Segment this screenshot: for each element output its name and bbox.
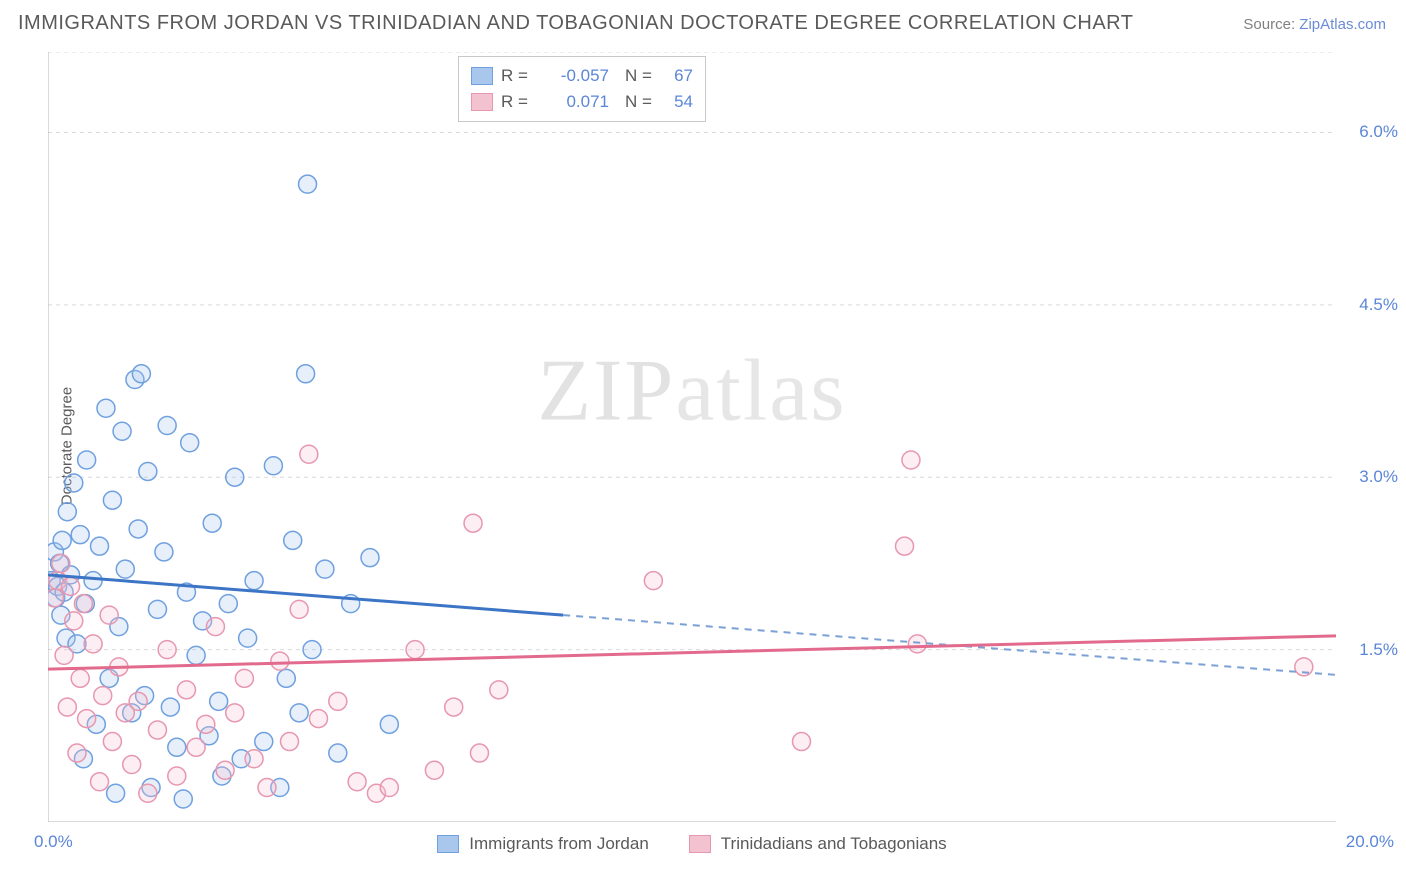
scatter-plot-svg xyxy=(48,52,1336,822)
n-label: N = xyxy=(625,66,655,86)
swatch-series-2 xyxy=(471,93,493,111)
swatch-bottom-1 xyxy=(437,835,459,853)
x-tick-right: 20.0% xyxy=(1346,832,1394,852)
legend-label-2: Trinidadians and Tobagonians xyxy=(721,834,947,854)
source-prefix: Source: xyxy=(1243,16,1299,33)
legend-item-2: Trinidadians and Tobagonians xyxy=(689,834,947,854)
y-tick-label: 4.5% xyxy=(1359,295,1398,315)
legend-label-1: Immigrants from Jordan xyxy=(469,834,649,854)
y-tick-label: 1.5% xyxy=(1359,640,1398,660)
swatch-bottom-2 xyxy=(689,835,711,853)
correlation-legend: R = -0.057 N = 67 R = 0.071 N = 54 xyxy=(458,56,706,122)
r-label: R = xyxy=(501,92,537,112)
series-legend: Immigrants from Jordan Trinidadians and … xyxy=(48,834,1336,854)
r-value-1: -0.057 xyxy=(545,66,609,86)
legend-row-series-2: R = 0.071 N = 54 xyxy=(471,89,693,115)
chart-container: IMMIGRANTS FROM JORDAN VS TRINIDADIAN AN… xyxy=(0,0,1406,892)
y-tick-label: 6.0% xyxy=(1359,122,1398,142)
swatch-series-1 xyxy=(471,67,493,85)
plot-area: ZIPatlas R = -0.057 N = 67 R = 0.071 N =… xyxy=(48,52,1336,822)
r-label: R = xyxy=(501,66,537,86)
source-label: Source: ZipAtlas.com xyxy=(1243,16,1386,33)
n-label: N = xyxy=(625,92,655,112)
y-tick-label: 3.0% xyxy=(1359,467,1398,487)
n-value-1: 67 xyxy=(663,66,693,86)
chart-title: IMMIGRANTS FROM JORDAN VS TRINIDADIAN AN… xyxy=(18,12,1133,35)
legend-row-series-1: R = -0.057 N = 67 xyxy=(471,63,693,89)
legend-item-1: Immigrants from Jordan xyxy=(437,834,649,854)
n-value-2: 54 xyxy=(663,92,693,112)
source-link[interactable]: ZipAtlas.com xyxy=(1299,16,1386,33)
r-value-2: 0.071 xyxy=(545,92,609,112)
